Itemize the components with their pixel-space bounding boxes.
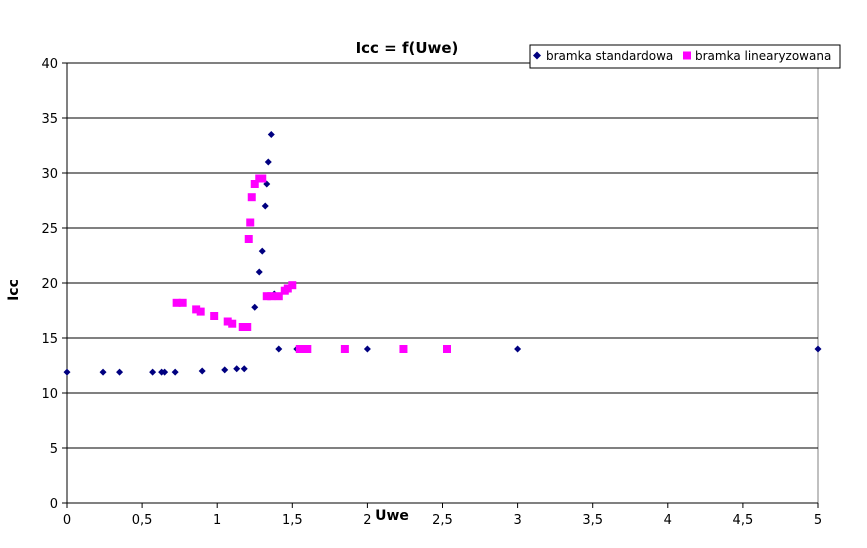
legend-label-standard: bramka standardowa [546, 49, 673, 63]
data-point-standard [171, 368, 179, 376]
chart-title: Icc = f(Uwe) [356, 39, 459, 57]
data-point-standard [221, 366, 229, 374]
data-point-linearized [228, 319, 237, 328]
y-tick-label: 15 [41, 332, 58, 347]
data-point-linearized [443, 345, 452, 353]
x-tick-label: 1,5 [282, 513, 303, 528]
y-tick-label: 35 [41, 112, 58, 127]
data-point-linearized [274, 292, 283, 301]
x-tick-label: 0 [63, 513, 71, 528]
data-point-standard [363, 345, 371, 353]
data-point-standard [261, 202, 269, 210]
data-point-linearized [243, 323, 252, 331]
data-point-linearized [399, 345, 408, 353]
legend: bramka standardowa bramka linearyzowana [529, 44, 841, 69]
data-point-linearized [340, 345, 349, 353]
data-point-linearized [267, 292, 276, 301]
x-tick-label: 4,5 [733, 513, 754, 528]
data-point-linearized [210, 312, 219, 320]
data-point-standard [149, 368, 157, 376]
legend-marker-standard [533, 51, 541, 60]
data-point-linearized [246, 218, 255, 227]
data-point-linearized [288, 281, 297, 290]
x-tick-label: 2 [363, 513, 371, 528]
data-point-linearized [295, 345, 304, 353]
data-point-linearized [192, 305, 201, 314]
x-tick-label: 4 [664, 513, 672, 528]
y-axis-title: Icc [6, 279, 22, 301]
data-point-standard [514, 345, 522, 353]
y-tick-label: 20 [41, 277, 58, 292]
y-tick-label: 0 [50, 497, 58, 512]
y-tick-label: 30 [41, 167, 58, 182]
data-point-linearized [178, 298, 187, 307]
data-point-standard [116, 368, 124, 376]
data-point-linearized [247, 193, 256, 202]
data-point-linearized [283, 284, 292, 293]
data-point-linearized [172, 298, 181, 307]
data-point-linearized [196, 307, 205, 316]
data-point-standard [258, 247, 266, 255]
data-point-standard [63, 368, 71, 376]
data-points [63, 131, 822, 376]
x-axis-title: Uwe [375, 508, 409, 524]
x-tick-label: 0,5 [132, 513, 153, 528]
gridlines [67, 62, 818, 449]
x-axis-ticks: 0 0,5 1 1,5 2 2,5 3 3,5 4 4,5 5 [63, 503, 822, 528]
data-point-standard [251, 303, 259, 311]
data-point-standard [264, 158, 272, 166]
legend-marker-linearized [683, 51, 691, 60]
x-tick-label: 3,5 [582, 513, 603, 528]
x-tick-label: 1 [213, 513, 221, 528]
data-point-linearized [223, 317, 232, 326]
data-point-standard [233, 365, 241, 373]
data-point-linearized [303, 345, 312, 353]
data-point-standard [161, 368, 169, 376]
y-tick-label: 40 [41, 57, 58, 72]
y-axis-ticks: 0 5 10 15 20 25 30 35 40 [41, 57, 67, 512]
data-point-linearized [238, 323, 247, 331]
data-point-linearized [258, 174, 267, 183]
data-point-standard [275, 345, 283, 353]
y-tick-label: 5 [50, 442, 58, 457]
data-point-linearized [244, 235, 253, 243]
x-tick-label: 2,5 [432, 513, 453, 528]
data-point-standard [267, 131, 275, 138]
data-point-linearized [250, 180, 259, 188]
data-point-linearized [262, 292, 271, 301]
y-tick-label: 25 [41, 222, 58, 237]
data-point-standard [240, 365, 248, 373]
y-tick-label: 10 [41, 387, 58, 402]
x-tick-label: 5 [814, 513, 822, 528]
data-point-standard [255, 268, 263, 276]
data-point-standard [99, 368, 107, 376]
data-point-standard [198, 367, 206, 375]
data-point-standard [814, 345, 822, 353]
x-tick-label: 3 [513, 513, 521, 528]
legend-label-linearized: bramka linearyzowana [695, 49, 831, 63]
